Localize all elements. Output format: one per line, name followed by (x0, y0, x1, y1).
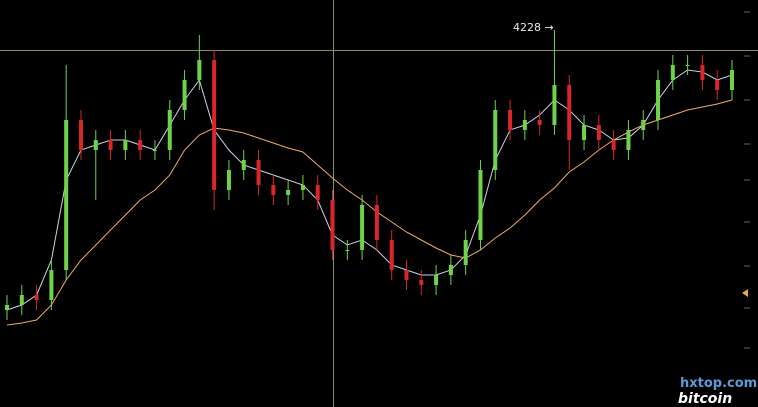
candle-body (389, 240, 394, 270)
candle-body (123, 140, 128, 150)
candle-body (611, 140, 616, 150)
candle-body (64, 120, 69, 270)
candle-body (596, 125, 601, 140)
candle-body (582, 125, 587, 140)
candle-body (256, 160, 261, 185)
right-axis-ticks (744, 11, 750, 349)
candle-body (567, 85, 572, 140)
candle-body (271, 185, 276, 195)
candle-body (330, 200, 335, 250)
candle-body (286, 190, 291, 195)
candle-body (656, 80, 661, 120)
candle-body (108, 140, 113, 150)
candle-body (685, 65, 690, 66)
candle-body (522, 120, 527, 130)
candle-body (626, 130, 631, 150)
candle-body (212, 60, 217, 190)
candle-body (182, 80, 187, 110)
candle-body (78, 120, 83, 150)
candle-body (49, 270, 54, 300)
candle-body (700, 65, 705, 80)
candle-body (537, 120, 542, 125)
candle-body (152, 150, 157, 151)
candle-body (374, 205, 379, 240)
candle-body (715, 80, 720, 90)
candle-body (19, 295, 24, 305)
candle-body (93, 140, 98, 150)
plot (5, 30, 734, 326)
candle-body (226, 170, 231, 190)
candle-body (241, 160, 246, 170)
candle-body (5, 305, 9, 310)
candle-body (345, 250, 350, 251)
candle-body (360, 205, 365, 250)
candle-body (434, 275, 439, 285)
candle-body (197, 60, 202, 80)
candle-body (463, 240, 468, 265)
candle-body (493, 110, 498, 170)
moving-average (6, 99, 733, 326)
candle-body (730, 70, 734, 90)
candle-body (508, 110, 513, 130)
candle-body (478, 170, 483, 240)
watermark-site: hxtop.com (680, 376, 757, 391)
candle-body (419, 280, 424, 285)
moving-average (6, 69, 733, 311)
candle-body (404, 270, 409, 280)
candle-body (34, 295, 39, 300)
candle-body (300, 185, 305, 190)
candle-body (552, 85, 557, 125)
candle-body (167, 110, 172, 150)
candle-body (448, 265, 453, 275)
candle-body (315, 185, 320, 200)
candle-body (641, 120, 646, 130)
candle-body (138, 140, 143, 150)
candle-body (670, 65, 675, 80)
annotation: 4228 → (513, 21, 554, 34)
watermark-brand: bitcoin (678, 391, 732, 407)
price-marker (742, 289, 748, 297)
